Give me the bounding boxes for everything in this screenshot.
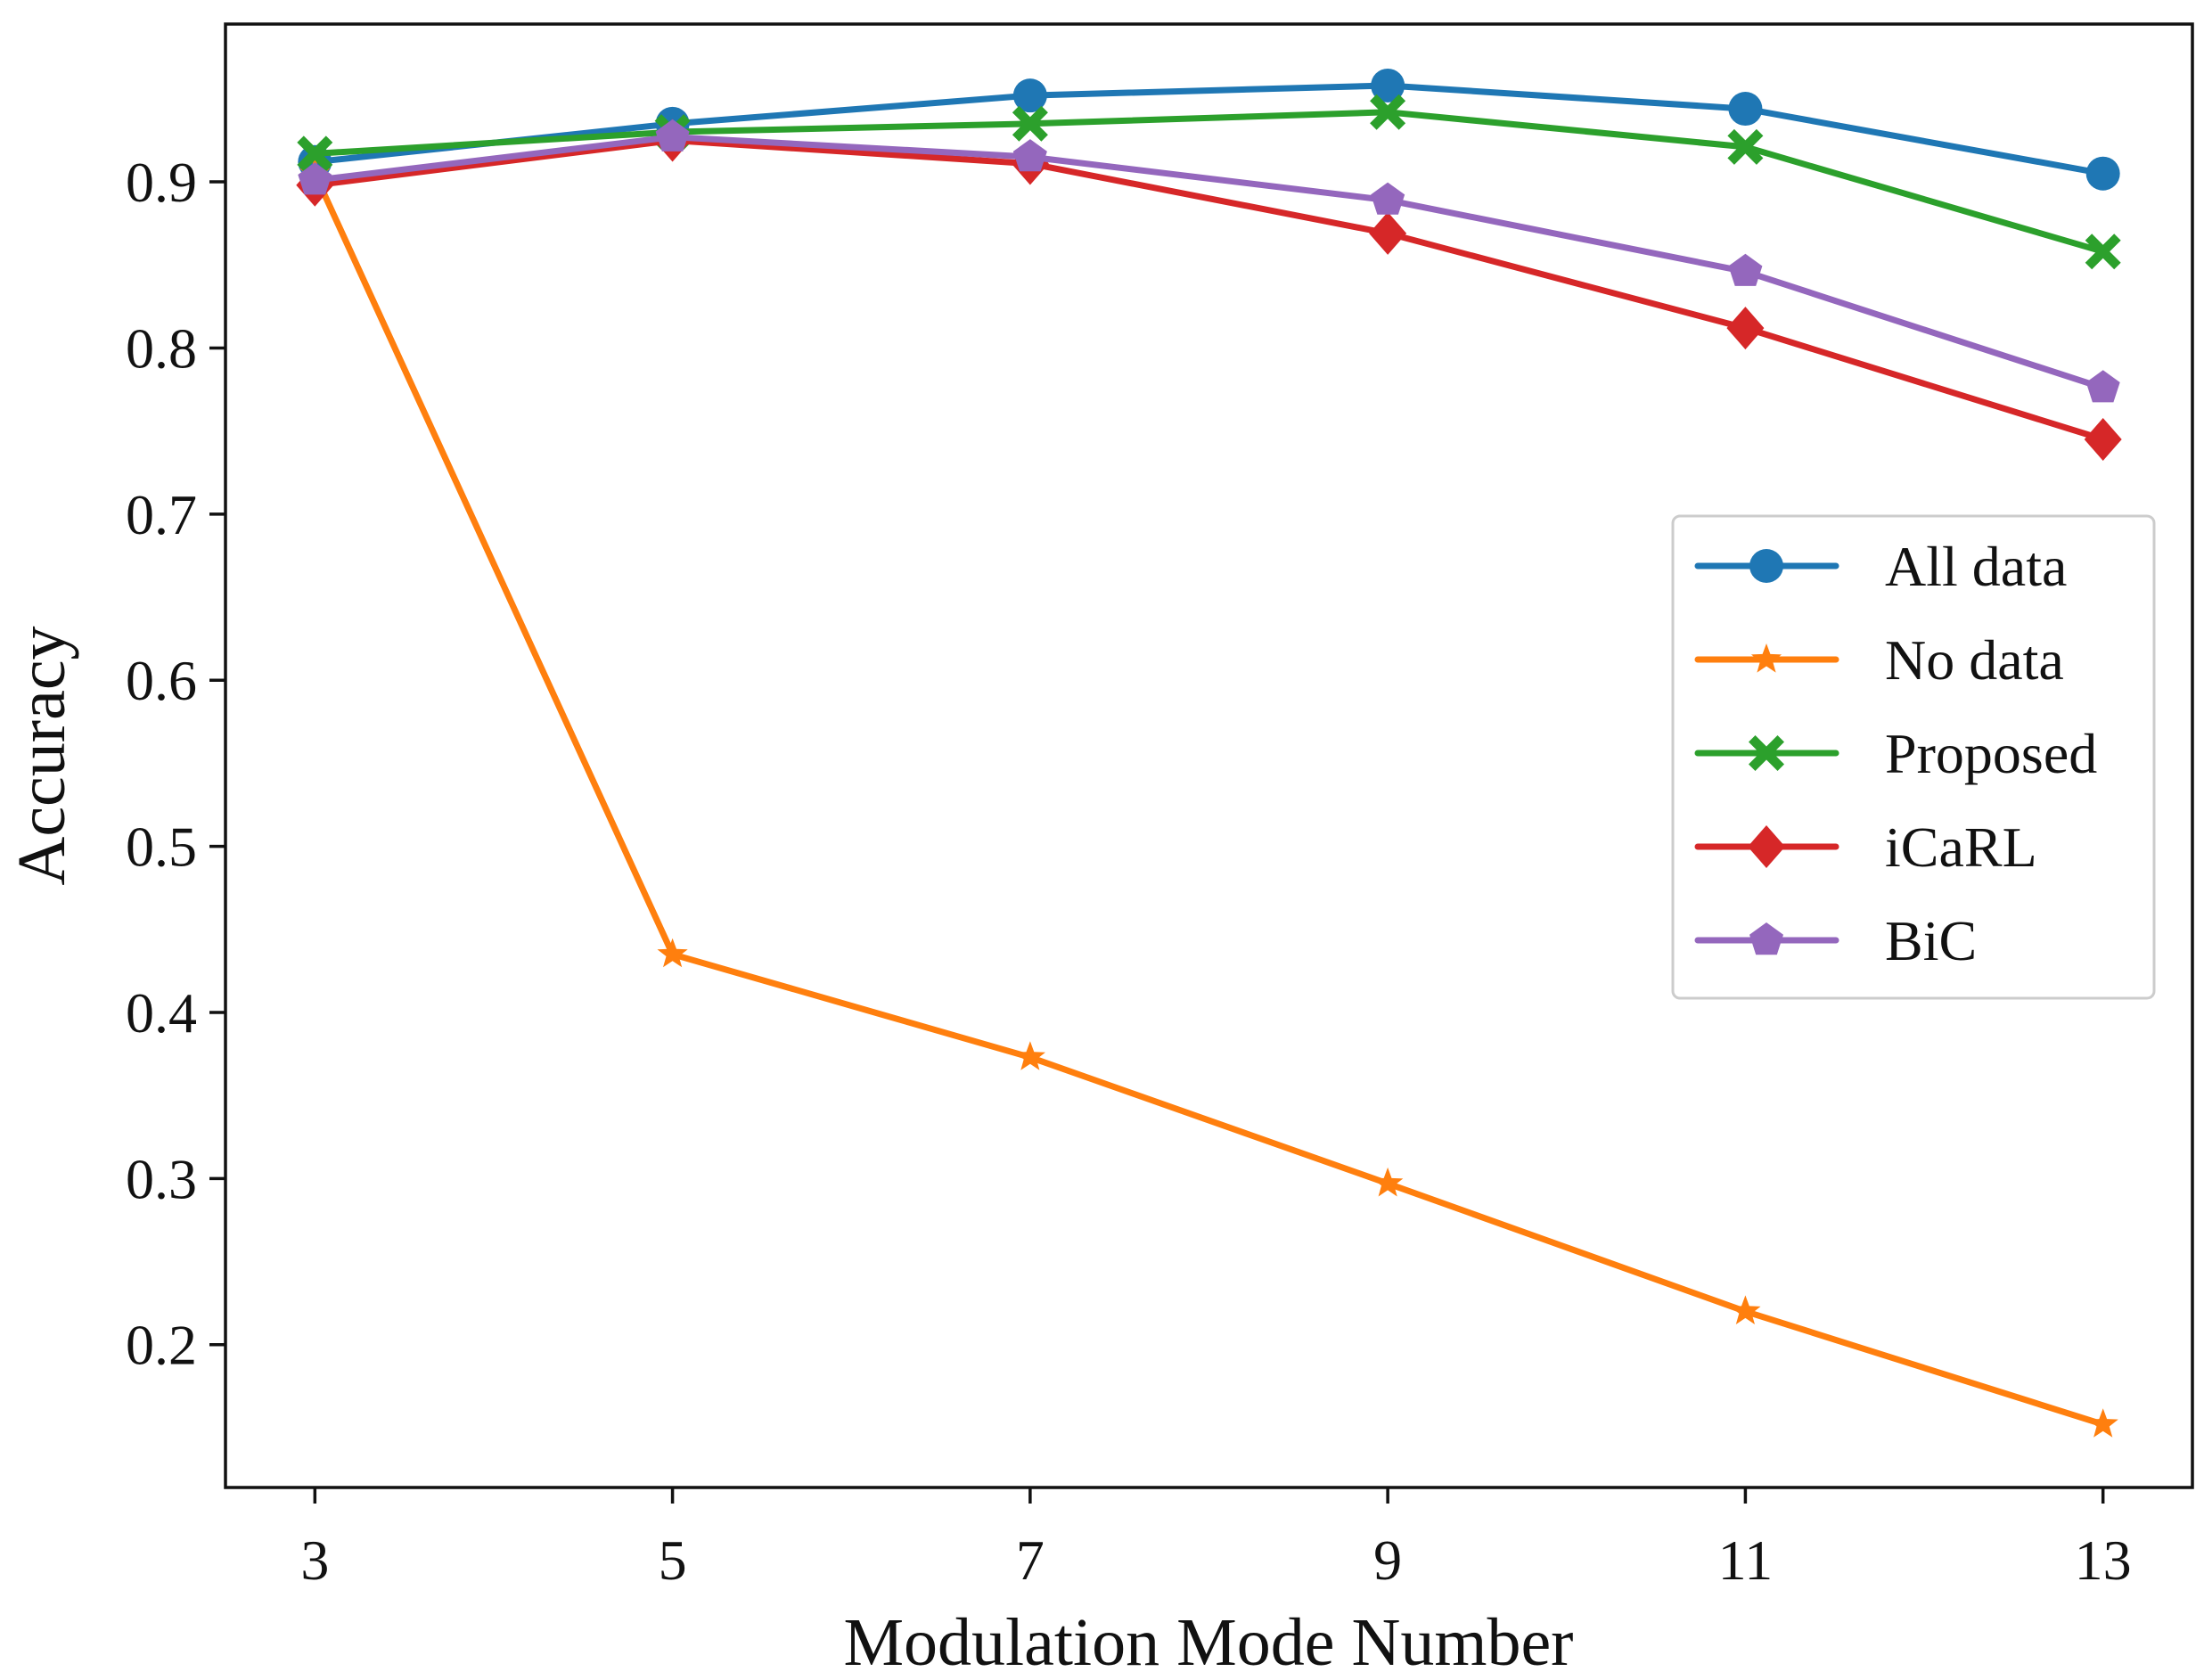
data-point-no-data bbox=[1730, 1295, 1761, 1324]
y-tick-label: 0.2 bbox=[126, 1314, 197, 1377]
legend-marker bbox=[1749, 922, 1783, 955]
series-line-all-data bbox=[311, 82, 2107, 177]
legend-marker bbox=[1750, 643, 1782, 673]
x-tick-label: 11 bbox=[1718, 1528, 1774, 1592]
data-point-all-data bbox=[1012, 78, 1047, 113]
series-line-no-data bbox=[311, 170, 2107, 1428]
series-layer bbox=[296, 68, 2122, 1438]
legend-marker bbox=[1748, 825, 1785, 868]
data-point-no-data bbox=[657, 938, 688, 968]
series-bic bbox=[298, 119, 2120, 403]
data-point-proposed bbox=[1370, 94, 1406, 130]
x-axis-ticks: 3 5 7 9 11 13 bbox=[300, 1487, 2132, 1592]
x-tick-label: 3 bbox=[300, 1528, 329, 1592]
y-tick-label: 0.6 bbox=[126, 649, 197, 712]
legend-marker bbox=[1749, 549, 1783, 583]
data-point-proposed bbox=[1012, 105, 1048, 142]
data-point-icarl bbox=[1726, 307, 1765, 350]
legend-item-proposed: Proposed bbox=[1694, 722, 2097, 785]
data-point-bic bbox=[655, 119, 690, 152]
data-point-bic bbox=[1371, 182, 1405, 215]
x-axis-title: Modulation Mode Number bbox=[843, 1605, 1573, 1680]
data-point-bic bbox=[1728, 253, 1763, 286]
data-point-no-data bbox=[2087, 1408, 2118, 1438]
data-point-no-data bbox=[1372, 1167, 1404, 1197]
data-point-proposed bbox=[297, 135, 333, 172]
legend-label: No data bbox=[1885, 628, 2064, 692]
data-point-no-data bbox=[1014, 1041, 1045, 1070]
y-tick-label: 0.8 bbox=[126, 316, 197, 380]
series-line-proposed bbox=[311, 109, 2107, 255]
y-tick-label: 0.9 bbox=[126, 151, 197, 214]
y-tick-label: 0.3 bbox=[126, 1147, 197, 1210]
data-point-bic bbox=[2085, 370, 2120, 403]
data-point-bic bbox=[1012, 139, 1047, 172]
data-point-all-data bbox=[2085, 156, 2120, 191]
legend-item-icarl: iCaRL bbox=[1694, 815, 2037, 879]
data-point-icarl bbox=[2084, 417, 2122, 461]
series-line-bic bbox=[311, 134, 2107, 391]
data-point-proposed bbox=[1727, 128, 1764, 165]
data-point-proposed bbox=[2085, 234, 2121, 270]
y-tick-label: 0.7 bbox=[126, 483, 197, 546]
series-proposed bbox=[297, 94, 2121, 270]
legend-label: Proposed bbox=[1885, 722, 2097, 785]
legend-item-all-data: All data bbox=[1694, 535, 2067, 598]
x-tick-label: 13 bbox=[2075, 1528, 2132, 1592]
legend-label: BiC bbox=[1885, 909, 1977, 972]
plot-frame bbox=[224, 22, 2194, 1489]
series-line-icarl bbox=[311, 137, 2107, 443]
legend-marker bbox=[1749, 735, 1784, 771]
y-tick-label: 0.4 bbox=[126, 981, 197, 1045]
y-axis-title: Accuracy bbox=[4, 626, 79, 885]
x-tick-label: 9 bbox=[1373, 1528, 1402, 1592]
data-point-all-data bbox=[1728, 92, 1763, 127]
y-axis-ticks: 0.2 0.3 0.4 0.5 0.6 0.7 0.8 0.9 bbox=[126, 151, 225, 1377]
y-tick-label: 0.5 bbox=[126, 815, 197, 879]
x-tick-label: 7 bbox=[1016, 1528, 1045, 1592]
data-point-all-data bbox=[1371, 68, 1405, 102]
legend-item-no-data: No data bbox=[1694, 628, 2064, 692]
data-point-icarl bbox=[1369, 211, 1407, 255]
legend-box bbox=[1671, 514, 2156, 1000]
legend-item-bic: BiC bbox=[1694, 909, 1977, 972]
legend-label: iCaRL bbox=[1885, 815, 2037, 879]
x-tick-label: 5 bbox=[659, 1528, 687, 1592]
legend: All data No data Proposed iCaRL BiC bbox=[1671, 514, 2156, 1000]
data-point-bic bbox=[298, 162, 332, 195]
legend-label: All data bbox=[1885, 535, 2067, 598]
